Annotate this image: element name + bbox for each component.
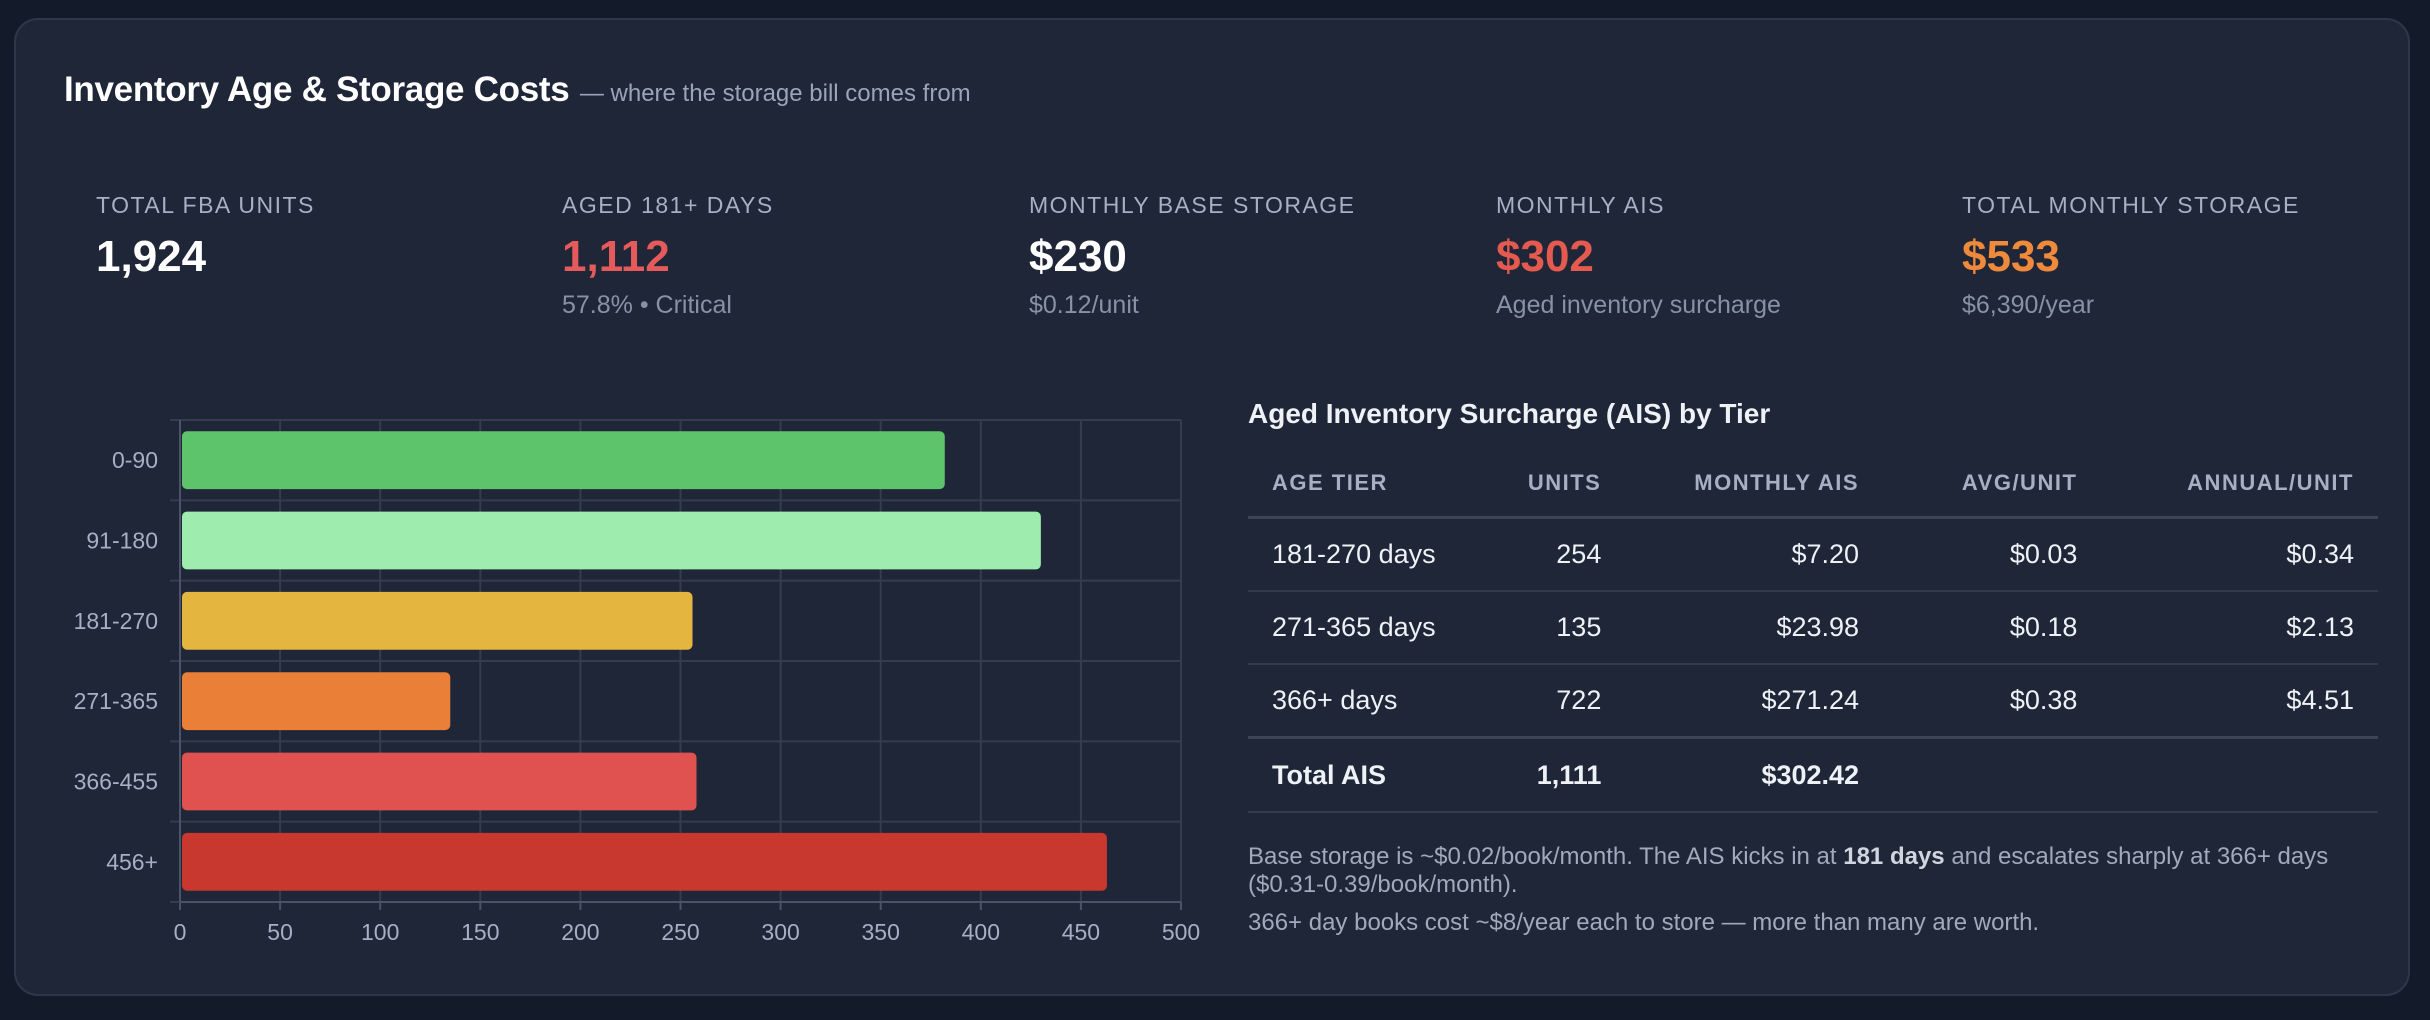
x-tick-label: 450 (1062, 919, 1100, 945)
kpi-total-monthly-storage: TOTAL MONTHLY STORAGE $533 $6,390/year (1962, 192, 2382, 320)
note-emphasis: 181 days (1843, 843, 1945, 870)
cell-units: 254 (1467, 517, 1626, 592)
table-row: 181-270 days 254 $7.20 $0.03 $0.34 (1248, 517, 2378, 592)
table-row: 271-365 days 135 $23.98 $0.18 $2.13 (1248, 591, 2378, 665)
column-header-avg-unit: AVG/UNIT (1883, 450, 2102, 519)
cell-annual-unit: $0.34 (2101, 517, 2378, 592)
kpi-monthly-ais: MONTHLY AIS $302 Aged inventory surcharg… (1496, 192, 1916, 320)
column-header-annual-unit: ANNUAL/UNIT (2101, 450, 2378, 519)
cell-total-avg-unit (1883, 736, 2102, 813)
ais-tier-table: AGE TIER UNITS MONTHLY AIS AVG/UNIT ANNU… (1248, 450, 2378, 813)
column-header-monthly-ais: MONTHLY AIS (1625, 450, 1884, 519)
x-tick-label: 50 (267, 919, 293, 945)
x-tick-label: 500 (1162, 919, 1200, 945)
kpi-value: $230 (1029, 232, 1127, 281)
x-tick-label: 400 (962, 919, 1000, 945)
x-tick-label: 0 (174, 919, 187, 945)
y-tick-label: 91-180 (86, 528, 158, 554)
x-tick-label: 150 (461, 919, 499, 945)
x-tick-label: 350 (862, 919, 900, 945)
cell-age-tier: 181-270 days (1248, 517, 1468, 592)
cell-annual-unit: $2.13 (2101, 591, 2378, 665)
kpi-total-fba-units: TOTAL FBA UNITS 1,924 (96, 192, 516, 291)
cell-avg-unit: $0.03 (1883, 517, 2102, 592)
column-header-age-tier: AGE TIER (1248, 450, 1468, 519)
table-row: 366+ days 722 $271.24 $0.38 $4.51 (1248, 664, 2378, 739)
cell-age-tier: 366+ days (1248, 664, 1468, 739)
bar-366-455 (182, 752, 697, 811)
ais-tier-section: Aged Inventory Surcharge (AIS) by Tier A… (1248, 398, 2378, 947)
note-366-cost: 366+ day books cost ~$8/year each to sto… (1248, 909, 2040, 936)
page-title: Inventory Age & Storage Costs (64, 70, 570, 109)
cell-units: 722 (1467, 664, 1626, 739)
kpi-label: TOTAL MONTHLY STORAGE (1962, 192, 2300, 218)
cell-avg-unit: $0.38 (1883, 664, 2102, 739)
kpi-row: TOTAL FBA UNITS 1,924 AGED 181+ DAYS 1,1… (96, 192, 2396, 342)
cell-units: 135 (1467, 591, 1626, 665)
kpi-label: MONTHLY BASE STORAGE (1029, 192, 1356, 218)
column-header-units: UNITS (1467, 450, 1626, 519)
inventory-age-card: Inventory Age & Storage Costs — where th… (14, 18, 2410, 996)
x-tick-label: 250 (661, 919, 699, 945)
kpi-value: 1,112 (562, 232, 670, 281)
cell-age-tier: 271-365 days (1248, 591, 1468, 665)
note-text: and escalates sharply at 366+ days ($0.3… (1248, 843, 2329, 898)
y-tick-label: 271-365 (74, 688, 158, 714)
kpi-value: $533 (1962, 232, 2060, 281)
cell-avg-unit: $0.18 (1883, 591, 2102, 665)
bar-0-90 (182, 431, 945, 490)
y-tick-label: 181-270 (74, 608, 158, 634)
cell-total-annual-unit (2101, 736, 2378, 813)
card-header: Inventory Age & Storage Costs — where th… (64, 70, 971, 110)
kpi-label: AGED 181+ DAYS (562, 192, 774, 218)
x-tick-label: 200 (561, 919, 599, 945)
y-tick-label: 0-90 (112, 447, 158, 473)
kpi-sub: 57.8% • Critical (562, 291, 732, 319)
cell-total-monthly-ais: $302.42 (1625, 736, 1884, 813)
x-tick-label: 300 (761, 919, 799, 945)
y-tick-label: 456+ (106, 849, 158, 875)
y-tick-label: 366-455 (74, 769, 158, 795)
bar-91-180 (182, 511, 1041, 570)
ais-table-title: Aged Inventory Surcharge (AIS) by Tier (1248, 398, 1771, 429)
kpi-sub: $6,390/year (1962, 291, 2095, 319)
inventory-age-bar-chart: 0 50 100 150 200 250 300 350 400 450 500 0-90 91-180… (56, 400, 1236, 970)
kpi-label: MONTHLY AIS (1496, 192, 1666, 218)
bar-181-270 (182, 591, 693, 650)
page-subtitle: — where the storage bill comes from (579, 80, 971, 107)
cell-total-units: 1,111 (1467, 736, 1626, 813)
kpi-monthly-base-storage: MONTHLY BASE STORAGE $230 $0.12/unit (1029, 192, 1449, 320)
note-text: Base storage is ~$0.02/book/month. The A… (1248, 843, 1844, 870)
x-tick-label: 100 (361, 919, 399, 945)
note-base-storage: Base storage is ~$0.02/book/month. The A… (1248, 843, 2378, 899)
cell-monthly-ais: $23.98 (1625, 591, 1884, 665)
kpi-value: $302 (1496, 232, 1594, 281)
bar-271-365 (182, 672, 451, 731)
kpi-aged-181-days: AGED 181+ DAYS 1,112 57.8% • Critical (562, 192, 982, 320)
chart-svg: 0 50 100 150 200 250 300 350 400 450 500 0-90 91-180… (74, 419, 1200, 945)
cell-total-label: Total AIS (1248, 736, 1468, 813)
storage-notes: Base storage is ~$0.02/book/month. The A… (1248, 843, 2378, 937)
table-header-row: AGE TIER UNITS MONTHLY AIS AVG/UNIT ANNU… (1248, 450, 2378, 519)
cell-annual-unit: $4.51 (2101, 664, 2378, 739)
kpi-sub: $0.12/unit (1029, 291, 1139, 319)
kpi-value: 1,924 (96, 232, 207, 281)
kpi-label: TOTAL FBA UNITS (96, 192, 315, 218)
bar-456+ (182, 832, 1107, 891)
cell-monthly-ais: $271.24 (1625, 664, 1884, 739)
cell-monthly-ais: $7.20 (1625, 517, 1884, 592)
table-total-row: Total AIS 1,111 $302.42 (1248, 736, 2378, 813)
kpi-sub: Aged inventory surcharge (1496, 291, 1781, 319)
